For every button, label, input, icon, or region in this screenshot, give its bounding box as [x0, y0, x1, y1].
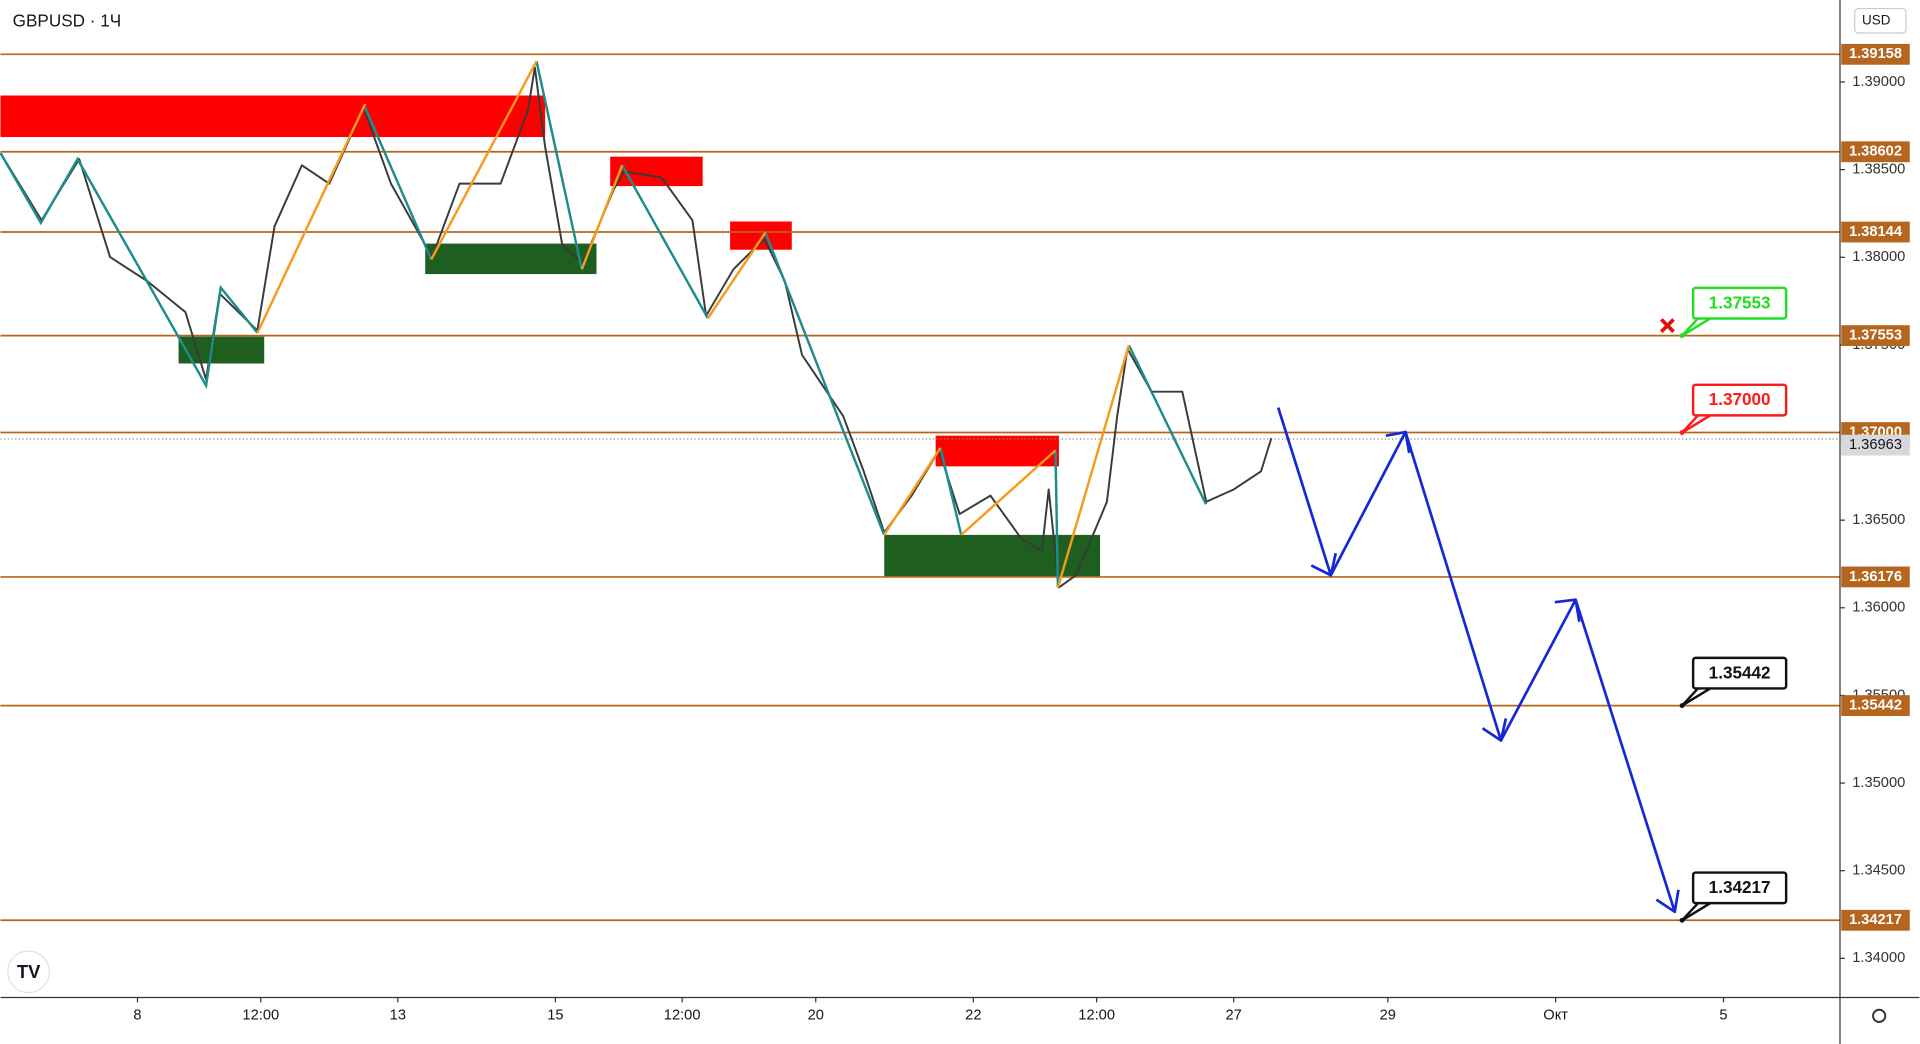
logo-text: TV — [17, 961, 41, 982]
settings-gear[interactable] — [1872, 1008, 1887, 1023]
zigzag-teal — [939, 447, 963, 536]
forecast-path — [1276, 407, 1680, 914]
zigzag-orange — [883, 447, 942, 536]
callout-label: 1.35442 — [1709, 662, 1771, 682]
level-label: 1.36176 — [1849, 569, 1902, 585]
zigzag-orange — [706, 231, 767, 319]
level-label: 1.38602 — [1849, 144, 1902, 160]
gear[interactable] — [1872, 1008, 1887, 1023]
x-tick-label: 8 — [133, 1008, 141, 1024]
callout-anchor — [1679, 917, 1685, 923]
y-tick-label: 1.34000 — [1852, 950, 1905, 966]
callout-box — [1691, 871, 1788, 905]
symbol-title: GBPUSD · 1Ч — [13, 11, 121, 31]
callout-box — [1691, 286, 1788, 320]
level-tag — [1841, 43, 1910, 65]
logo-circle — [7, 950, 51, 994]
level-label: 1.37553 — [1849, 327, 1902, 343]
arrow-head — [1655, 889, 1680, 914]
x-tick-label: Окт — [1543, 1008, 1568, 1024]
x-tick-label: 27 — [1226, 1008, 1242, 1024]
zone — [425, 243, 597, 275]
last-price-tag — [1841, 434, 1910, 456]
arrow-head — [1481, 718, 1508, 742]
zigzag-teal — [1127, 344, 1208, 505]
zone — [935, 435, 1059, 467]
zigzag-teal — [535, 60, 584, 270]
x-tick-label: 12:00 — [1078, 1008, 1115, 1024]
level-label: 1.38144 — [1849, 224, 1903, 240]
axes: 1.390001.385001.380001.375001.365001.360… — [133, 43, 1910, 1024]
callout-anchor — [1679, 430, 1685, 435]
callout-anchor — [1679, 333, 1685, 339]
zigzag-teal — [621, 164, 709, 319]
currency-button[interactable]: USD — [1854, 7, 1907, 34]
tv-logo: TV — [7, 950, 51, 994]
y-tick-label: 1.38000 — [1852, 249, 1905, 265]
callout-box — [1691, 656, 1788, 690]
level-label: 1.34217 — [1849, 912, 1902, 928]
currency-box[interactable] — [1854, 7, 1907, 34]
level-tag — [1841, 909, 1910, 931]
level-label: 1.35442 — [1849, 697, 1902, 713]
y-tick-label: 1.36500 — [1852, 512, 1905, 528]
x-tick-label: 20 — [808, 1008, 824, 1024]
x-tick-label: 5 — [1719, 1008, 1727, 1024]
zigzag-orange — [430, 60, 538, 261]
x-tick-label: 12:00 — [664, 1008, 701, 1024]
last-price-label: 1.36963 — [1849, 437, 1902, 453]
y-tick-label: 1.39000 — [1852, 74, 1905, 90]
zigzag-orange — [1056, 344, 1131, 588]
level-tag — [1841, 325, 1910, 347]
price-line — [0, 66, 1273, 589]
arrow-head — [1554, 598, 1581, 622]
zigzag-teal — [764, 232, 886, 536]
callout-box — [1691, 383, 1788, 417]
zone — [0, 95, 546, 138]
callout-anchor — [1679, 703, 1685, 709]
plot-area — [0, 53, 1840, 922]
level-tag — [1841, 695, 1910, 716]
arrow-head — [1310, 552, 1338, 577]
cross — [1660, 318, 1675, 333]
callout-label: 1.37000 — [1709, 389, 1771, 409]
level-tag — [1841, 221, 1910, 243]
arrow-head — [1385, 430, 1411, 454]
cancel-mark — [1660, 318, 1675, 333]
zone — [178, 336, 265, 364]
x-tick-label: 22 — [965, 1008, 981, 1024]
zigzag-orange — [580, 164, 624, 270]
x-tick-label: 12:00 — [242, 1008, 279, 1024]
level-tag — [1841, 566, 1910, 588]
zone — [730, 221, 792, 250]
zigzag-orange — [256, 103, 367, 334]
forecast-line — [1276, 407, 1677, 913]
x-tick-label: 13 — [390, 1008, 406, 1024]
zigzag-teal — [364, 107, 433, 260]
y-tick-label: 1.35000 — [1852, 775, 1905, 791]
callout-label: 1.34217 — [1709, 877, 1771, 897]
y-tick-label: 1.38500 — [1852, 162, 1905, 178]
x-tick-label: 15 — [547, 1008, 563, 1024]
zigzag-teal — [0, 152, 259, 390]
time-axis — [0, 997, 1920, 1044]
y-tick-label: 1.36000 — [1852, 600, 1905, 616]
currency[interactable]: USD — [1862, 12, 1891, 27]
y-tick-label: 1.34500 — [1852, 863, 1905, 879]
price-axis — [1839, 0, 1920, 1044]
x-tick-label: 29 — [1380, 1008, 1396, 1024]
callout-label: 1.37553 — [1709, 292, 1771, 312]
zigzag-teal — [1054, 450, 1060, 588]
zigzag-orange — [960, 449, 1057, 536]
level-label: 1.39158 — [1849, 46, 1902, 62]
level-tag — [1841, 141, 1910, 163]
